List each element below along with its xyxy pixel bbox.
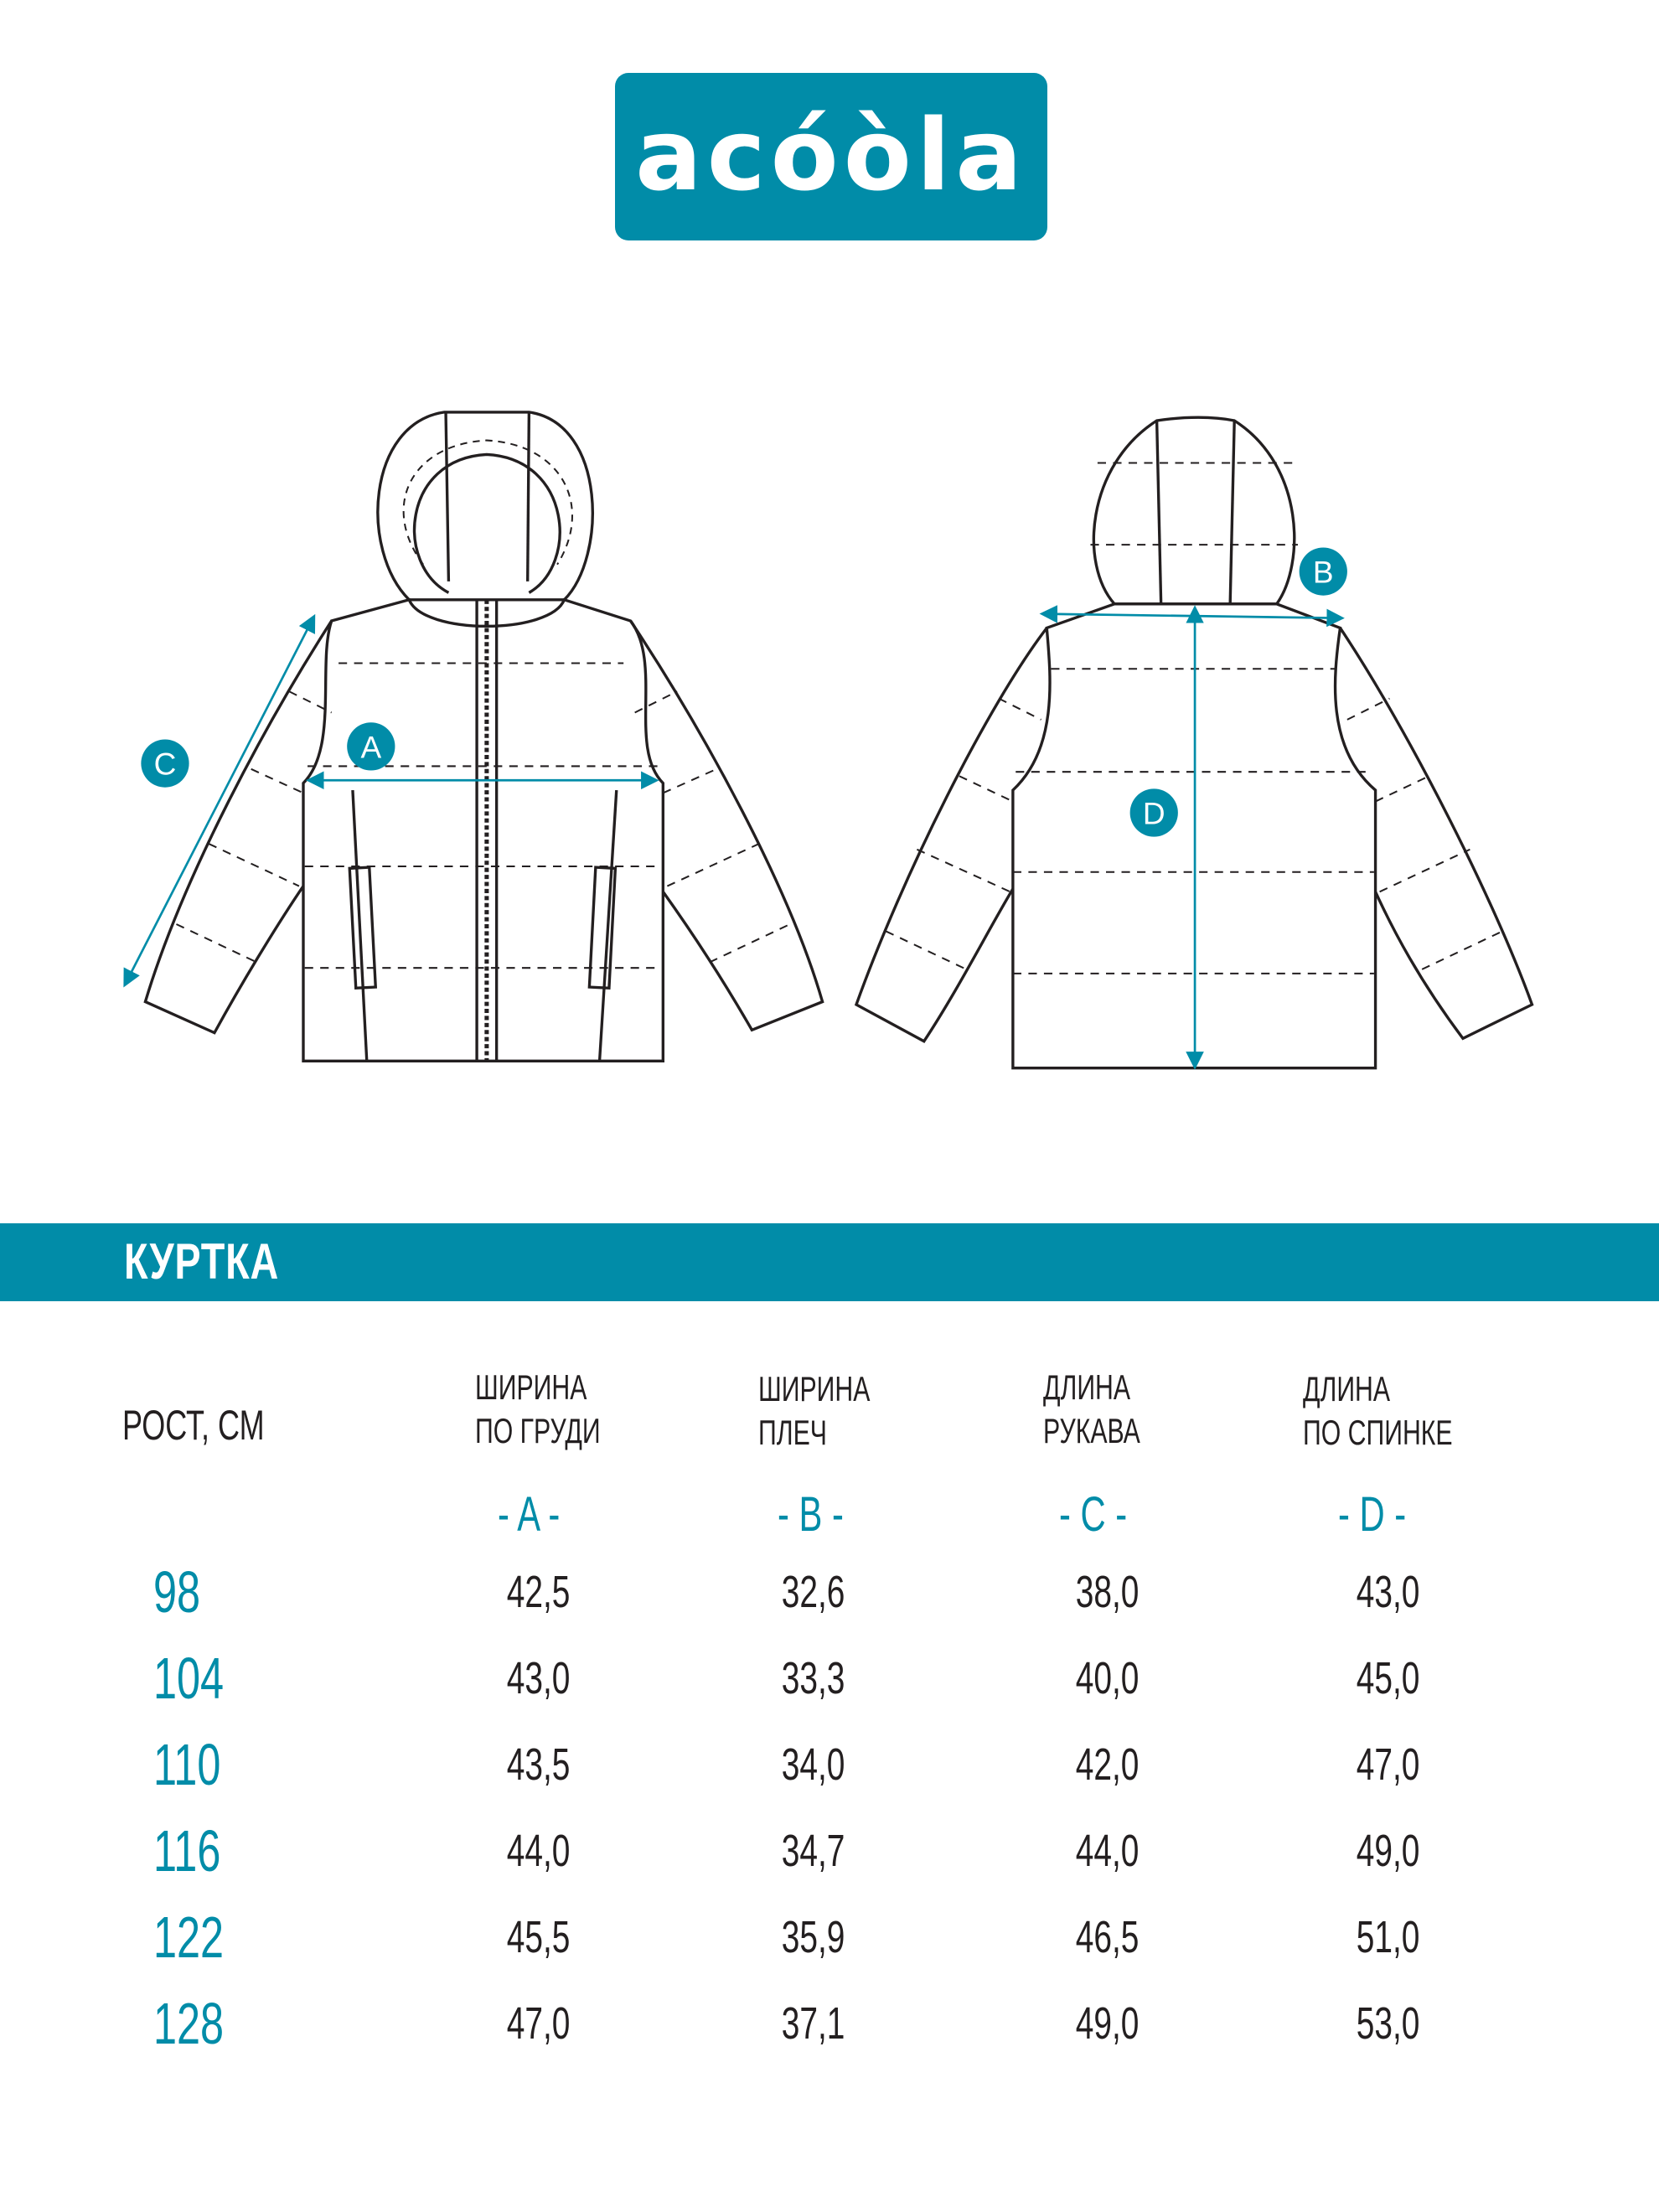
col-letter-c: - C - bbox=[1059, 1487, 1128, 1542]
badge-b: B bbox=[1313, 555, 1334, 590]
col-letter-b: - B - bbox=[778, 1487, 844, 1542]
measure-lines bbox=[123, 605, 1345, 1070]
badge-d: D bbox=[1143, 795, 1165, 830]
value-cell: 47,0 bbox=[507, 1998, 571, 2049]
brand-logo: acóòla bbox=[615, 73, 1047, 240]
measure-badges: A B C D bbox=[141, 547, 1347, 837]
value-cell: 35,9 bbox=[782, 1912, 845, 1962]
value-cell: 51,0 bbox=[1357, 1912, 1420, 1962]
value-cell: 43,5 bbox=[507, 1739, 571, 1790]
col-header-c: ДЛИНА РУКАВА bbox=[1043, 1367, 1140, 1450]
value-cell: 46,5 bbox=[1076, 1912, 1140, 1962]
value-cell: 44,0 bbox=[1076, 1826, 1140, 1876]
value-cell: 40,0 bbox=[1076, 1653, 1140, 1703]
jacket-diagram: A B C D bbox=[123, 411, 1534, 1070]
value-cell: 38,0 bbox=[1076, 1567, 1140, 1617]
value-cell: 37,1 bbox=[782, 1998, 845, 2049]
section-header: КУРТКА bbox=[0, 1223, 1659, 1301]
value-cell: 33,3 bbox=[782, 1653, 845, 1703]
size-cell: 116 bbox=[153, 1818, 221, 1884]
col-letter-d: - D - bbox=[1338, 1487, 1407, 1542]
size-cell: 104 bbox=[153, 1646, 225, 1711]
section-title: КУРТКА bbox=[124, 1233, 280, 1289]
badge-a: A bbox=[360, 729, 381, 764]
value-cell: 45,5 bbox=[507, 1912, 571, 1962]
value-cell: 32,6 bbox=[782, 1567, 845, 1617]
value-cell: 53,0 bbox=[1357, 1998, 1420, 2049]
size-cell: 128 bbox=[153, 1991, 225, 2056]
value-cell: 43,0 bbox=[1357, 1567, 1420, 1617]
col-header-b: ШИРИНА ПЛЕЧ bbox=[758, 1369, 871, 1452]
size-cell: 122 bbox=[153, 1904, 225, 1970]
col-header-d: ДЛИНА ПО СПИНКЕ bbox=[1303, 1369, 1453, 1452]
size-cell: 110 bbox=[153, 1732, 221, 1797]
value-cell: 34,0 bbox=[782, 1739, 845, 1790]
front-view bbox=[143, 411, 824, 1062]
value-cell: 43,0 bbox=[507, 1653, 571, 1703]
value-cell: 44,0 bbox=[507, 1826, 571, 1876]
value-cell: 47,0 bbox=[1357, 1739, 1420, 1790]
value-cell: 45,0 bbox=[1357, 1653, 1420, 1703]
badge-c: C bbox=[154, 747, 177, 782]
size-cell: 98 bbox=[153, 1559, 201, 1625]
logo-text: acóòla bbox=[635, 97, 1027, 213]
col-header-a: ШИРИНА ПО ГРУДИ bbox=[475, 1367, 601, 1450]
row-header: РОСТ, СМ bbox=[122, 1402, 265, 1449]
value-cell: 34,7 bbox=[782, 1826, 845, 1876]
value-cell: 49,0 bbox=[1076, 1998, 1140, 2049]
value-cell: 42,5 bbox=[507, 1567, 571, 1617]
value-cell: 49,0 bbox=[1357, 1826, 1420, 1876]
col-letter-a: - A - bbox=[498, 1487, 561, 1542]
value-cell: 42,0 bbox=[1076, 1739, 1140, 1790]
